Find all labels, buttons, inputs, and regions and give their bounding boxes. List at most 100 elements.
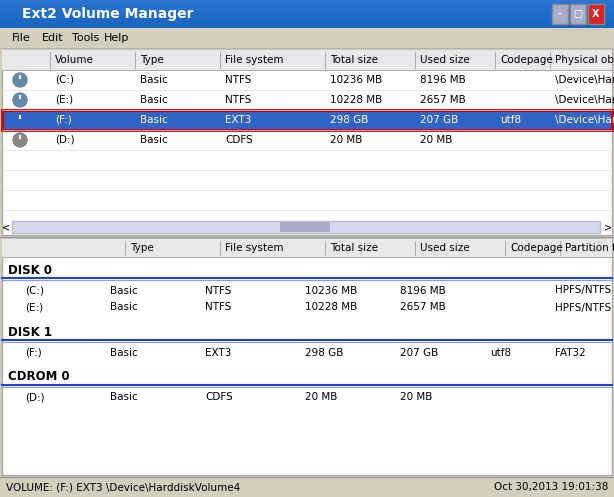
Text: 20 MB: 20 MB [420, 135, 453, 145]
Bar [0, 17, 614, 18]
Circle shape [13, 133, 27, 147]
Bar [0, 10, 614, 11]
Bar [0, 23, 614, 24]
Text: DISK 0: DISK 0 [8, 263, 52, 276]
Text: Codepage: Codepage [510, 243, 563, 253]
Text: EXT3: EXT3 [225, 115, 251, 125]
Text: 10236 MB: 10236 MB [330, 75, 383, 85]
Text: (C:): (C:) [55, 75, 74, 85]
Bar [0, 21, 614, 22]
Bar [0, 16, 614, 17]
Text: NTFS: NTFS [225, 95, 251, 105]
Text: 20 MB: 20 MB [305, 393, 337, 403]
Text: (C:): (C:) [25, 285, 44, 296]
Text: Type: Type [140, 55, 164, 65]
Text: Used size: Used size [420, 55, 470, 65]
Text: Basic: Basic [110, 393, 138, 403]
Bar [0, 27, 614, 28]
Bar [280, 222, 330, 232]
Text: Basic: Basic [140, 75, 168, 85]
Text: utf8: utf8 [500, 115, 521, 125]
Text: Ext2 Volume Manager: Ext2 Volume Manager [22, 7, 193, 21]
Text: Physical object: Physical object [555, 55, 614, 65]
Text: Basic: Basic [140, 95, 168, 105]
Bar [0, 26, 614, 27]
Bar [0, 20, 614, 21]
Text: Type: Type [130, 243, 154, 253]
Text: 2657 MB: 2657 MB [420, 95, 466, 105]
Text: HPFS/NTFS: HPFS/NTFS [555, 285, 612, 296]
Text: File: File [12, 33, 31, 43]
Text: Codepage: Codepage [500, 55, 553, 65]
Bar [570, 4, 586, 24]
Text: Basic: Basic [110, 347, 138, 357]
Bar [0, 18, 614, 19]
Text: Basic: Basic [110, 285, 138, 296]
Bar [0, 25, 614, 26]
Bar [0, 1, 614, 2]
Text: 2657 MB: 2657 MB [400, 303, 446, 313]
Text: Basic: Basic [140, 135, 168, 145]
Text: CDFS: CDFS [225, 135, 253, 145]
Bar [0, 7, 614, 8]
Circle shape [13, 113, 27, 127]
Text: DISK 1: DISK 1 [8, 326, 52, 338]
Text: VOLUME: (F:) EXT3 \Device\HarddiskVolume4: VOLUME: (F:) EXT3 \Device\HarddiskVolume… [6, 482, 240, 492]
Bar [0, 22, 614, 23]
Bar [2, 239, 612, 475]
Text: NTFS: NTFS [205, 285, 231, 296]
Text: >: > [604, 222, 612, 232]
Text: (F:): (F:) [25, 347, 42, 357]
Text: Help: Help [104, 33, 130, 43]
Text: 20 MB: 20 MB [330, 135, 362, 145]
Text: Tools: Tools [72, 33, 99, 43]
Text: <: < [2, 222, 10, 232]
Text: NTFS: NTFS [225, 75, 251, 85]
Text: Total size: Total size [330, 55, 378, 65]
Text: (E:): (E:) [55, 95, 73, 105]
Text: Total size: Total size [330, 243, 378, 253]
Bar [2, 110, 612, 130]
Text: (E:): (E:) [25, 303, 43, 313]
Bar [0, 9, 614, 10]
Text: File system: File system [225, 243, 284, 253]
Text: X: X [593, 9, 600, 19]
Text: Basic: Basic [110, 303, 138, 313]
Circle shape [13, 93, 27, 107]
Bar [2, 50, 612, 70]
Text: Oct 30,2013 19:01:38: Oct 30,2013 19:01:38 [494, 482, 608, 492]
Bar [0, 15, 614, 16]
Bar [2, 50, 612, 235]
Text: 20 MB: 20 MB [400, 393, 432, 403]
Bar [0, 3, 614, 4]
Bar [0, 2, 614, 3]
Circle shape [13, 73, 27, 87]
Text: CDROM 0: CDROM 0 [8, 370, 69, 384]
Text: -: - [558, 9, 562, 19]
Bar [0, 477, 614, 497]
Text: Partition type: Partition type [565, 243, 614, 253]
Text: 207 GB: 207 GB [400, 347, 438, 357]
Text: \Device\HarddiskVolume2: \Device\HarddiskVolume2 [555, 95, 614, 105]
Text: EXT3: EXT3 [205, 347, 231, 357]
Bar [0, 8, 614, 9]
Text: 8196 MB: 8196 MB [420, 75, 466, 85]
Bar [0, 24, 614, 25]
Bar [0, 4, 614, 5]
Bar [2, 239, 612, 257]
Text: Edit: Edit [42, 33, 64, 43]
Text: Basic: Basic [140, 115, 168, 125]
Bar [0, 19, 614, 20]
Text: utf8: utf8 [490, 347, 511, 357]
Text: 8196 MB: 8196 MB [400, 285, 446, 296]
Bar [0, 28, 614, 48]
Bar [0, 12, 614, 13]
Bar [0, 5, 614, 6]
Text: Volume: Volume [55, 55, 94, 65]
Text: 10236 MB: 10236 MB [305, 285, 357, 296]
Text: \Device\HarddiskVolume4: \Device\HarddiskVolume4 [555, 115, 614, 125]
Text: (F:): (F:) [55, 115, 72, 125]
Text: (D:): (D:) [25, 393, 45, 403]
Text: 10228 MB: 10228 MB [305, 303, 357, 313]
Text: Used size: Used size [420, 243, 470, 253]
